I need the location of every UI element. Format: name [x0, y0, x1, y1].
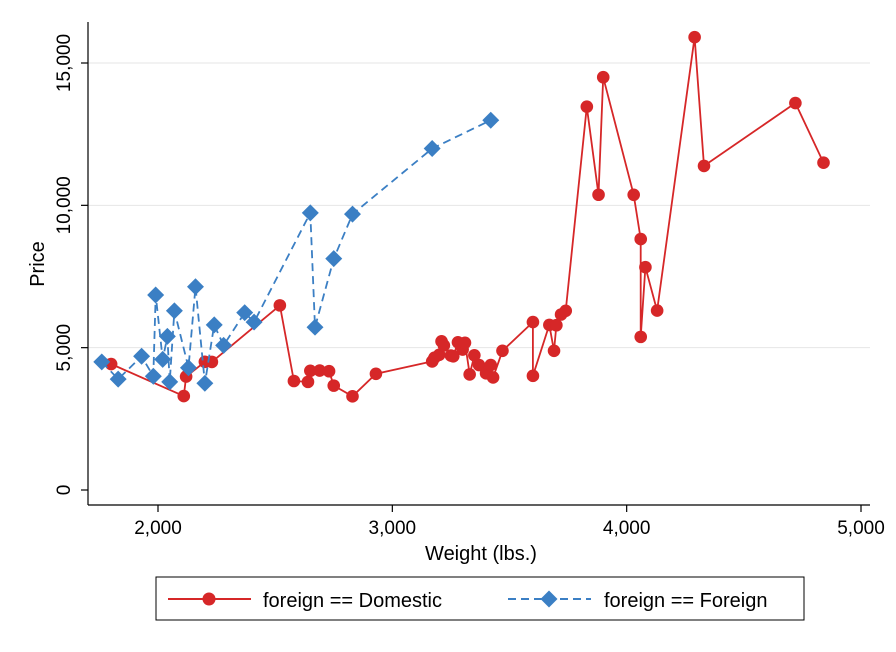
- point-foreign: [423, 140, 441, 158]
- x-tick-label: 2,000: [134, 518, 182, 539]
- point-foreign: [245, 313, 263, 331]
- point-domestic: [273, 299, 287, 312]
- point-foreign: [179, 359, 197, 377]
- point-domestic: [346, 390, 359, 403]
- x-ticks: 2,000 3,000 4,000 5,000: [134, 505, 885, 539]
- point-domestic: [472, 358, 486, 372]
- y-tick-label: 5,000: [54, 324, 75, 372]
- point-domestic: [526, 315, 540, 329]
- point-foreign: [344, 205, 361, 223]
- point-domestic: [550, 318, 563, 332]
- point-foreign: [147, 286, 165, 304]
- point-domestic: [484, 358, 498, 372]
- x-tick-label: 4,000: [603, 518, 651, 539]
- point-foreign: [301, 204, 319, 222]
- point-domestic: [634, 330, 648, 344]
- point-foreign: [215, 336, 233, 354]
- point-foreign: [187, 278, 204, 296]
- legend-label-domestic: foreign == Domestic: [263, 590, 442, 612]
- point-domestic: [463, 368, 476, 381]
- y-axis-title: Price: [27, 241, 49, 287]
- point-domestic: [287, 374, 301, 388]
- point-domestic: [526, 369, 540, 383]
- legend-marker-foreign: [540, 590, 558, 608]
- point-foreign: [482, 111, 500, 129]
- point-foreign: [93, 353, 111, 371]
- point-domestic: [559, 304, 573, 318]
- point-domestic: [486, 371, 500, 384]
- legend: foreign == Domestic foreign == Foreign: [155, 576, 805, 621]
- point-foreign: [144, 367, 162, 385]
- point-domestic: [496, 344, 509, 358]
- y-tick-label: 15,000: [54, 34, 75, 92]
- point-domestic: [697, 159, 711, 173]
- point-foreign: [236, 304, 254, 322]
- legend-marker-domestic: [202, 592, 216, 606]
- point-domestic: [650, 304, 664, 317]
- series-line-foreign: [101, 119, 492, 385]
- point-domestic: [627, 188, 640, 202]
- point-domestic: [437, 339, 451, 352]
- point-domestic: [313, 364, 326, 377]
- point-domestic: [468, 348, 481, 362]
- point-foreign: [133, 347, 151, 365]
- point-domestic: [304, 364, 317, 378]
- point-foreign: [205, 316, 223, 334]
- point-foreign: [161, 373, 179, 391]
- point-domestic: [639, 260, 652, 274]
- point-domestic: [446, 349, 460, 363]
- point-foreign: [165, 302, 183, 320]
- x-tick-label: 3,000: [369, 518, 417, 539]
- point-domestic: [322, 364, 336, 378]
- point-domestic: [547, 344, 561, 358]
- x-axis-title: Weight (lbs.): [425, 543, 537, 565]
- point-foreign: [158, 327, 176, 345]
- legend-box: [155, 576, 805, 621]
- point-domestic: [458, 336, 472, 350]
- legend-label-foreign: foreign == Foreign: [604, 590, 767, 612]
- point-domestic: [369, 367, 383, 381]
- point-domestic: [327, 379, 341, 392]
- point-domestic: [789, 96, 802, 110]
- point-foreign: [325, 250, 343, 268]
- point-domestic: [688, 30, 701, 44]
- point-foreign: [306, 318, 324, 336]
- point-foreign: [154, 350, 172, 368]
- series-layer: [93, 30, 830, 403]
- point-domestic: [301, 375, 315, 389]
- point-domestic: [592, 188, 605, 202]
- point-domestic: [596, 70, 610, 84]
- point-foreign: [109, 370, 127, 388]
- point-domestic: [432, 348, 446, 362]
- point-domestic: [580, 100, 594, 113]
- point-foreign: [196, 374, 214, 392]
- y-ticks: 0 5,000 10,000 15,000: [54, 34, 88, 495]
- y-tick-label: 10,000: [54, 176, 75, 234]
- point-domestic: [177, 389, 191, 403]
- y-tick-label: 0: [54, 485, 75, 496]
- point-domestic: [817, 156, 830, 170]
- point-domestic: [634, 232, 648, 246]
- x-tick-label: 5,000: [837, 518, 885, 539]
